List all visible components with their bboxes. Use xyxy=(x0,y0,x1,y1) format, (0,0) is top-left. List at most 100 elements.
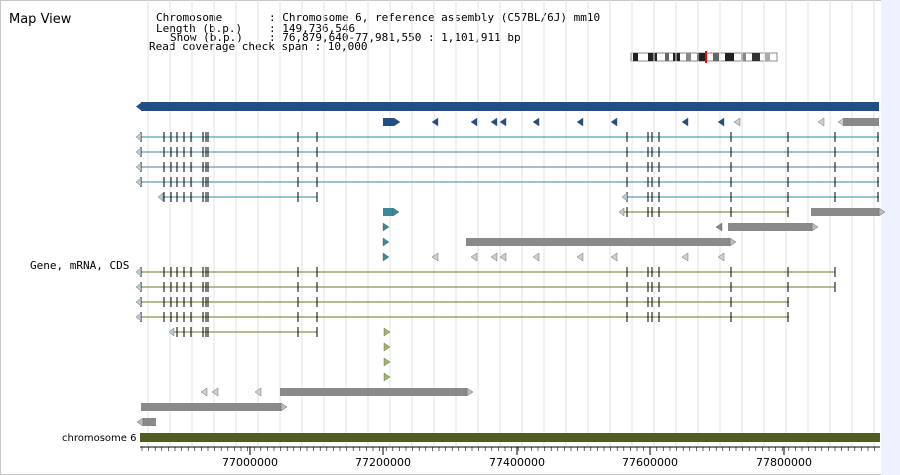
map-view-title: Map View xyxy=(9,12,72,27)
strand-arrow xyxy=(135,162,142,172)
exon-arrow[interactable] xyxy=(499,117,507,127)
gene-span-bar[interactable] xyxy=(141,102,879,111)
axis-tick-label: 77000000 xyxy=(222,456,278,469)
exon-arrow[interactable] xyxy=(576,252,584,262)
show-label: Show (b.p.) xyxy=(170,31,243,44)
gene-span-bar-arrow xyxy=(136,102,142,111)
strand-arrow xyxy=(621,192,628,202)
ideogram-band xyxy=(697,53,705,61)
exon-arrow[interactable] xyxy=(431,117,439,127)
feature-arrow[interactable] xyxy=(715,222,723,232)
exon-arrow[interactable] xyxy=(610,252,618,262)
cds-transcript[interactable] xyxy=(135,282,836,292)
show-value: : 76,879,640-77,981,550 : 1,101,911 bp xyxy=(269,31,521,44)
exon-arrow[interactable] xyxy=(532,117,540,127)
gray-feature-bar[interactable] xyxy=(811,208,879,216)
feature-tracks[interactable] xyxy=(135,102,886,442)
mrna-transcript[interactable] xyxy=(135,177,879,187)
strand-arrow xyxy=(135,297,142,307)
mrna-transcript[interactable] xyxy=(135,147,879,157)
exon-arrow[interactable] xyxy=(490,117,498,127)
exon-arrow[interactable] xyxy=(431,252,439,262)
exon-arrow[interactable] xyxy=(717,117,725,127)
mrna-transcript[interactable] xyxy=(621,192,879,202)
feature-arrow[interactable] xyxy=(136,417,144,427)
mrna-transcript[interactable] xyxy=(157,192,318,202)
length-value: : 149,736,546 xyxy=(269,22,355,35)
gray-feature-bar[interactable] xyxy=(143,418,156,426)
exon-arrow[interactable] xyxy=(681,117,689,127)
exon-block[interactable] xyxy=(383,118,394,126)
feature-arrow[interactable] xyxy=(729,237,737,247)
exon-arrow[interactable] xyxy=(532,252,540,262)
exon-block[interactable] xyxy=(383,208,393,216)
ideogram-band xyxy=(741,53,746,61)
exon-arrow[interactable] xyxy=(392,207,400,217)
gray-feature-bar[interactable] xyxy=(280,388,467,396)
strand-arrow xyxy=(168,327,175,337)
mrna-transcript[interactable] xyxy=(135,162,879,172)
feature-arrow[interactable] xyxy=(211,387,219,397)
length-label: Length (b.p.) xyxy=(156,22,242,35)
chromosome-track-label: chromosome 6 xyxy=(62,433,136,444)
cds-transcript[interactable] xyxy=(135,267,836,277)
ideogram-band xyxy=(648,53,657,61)
cds-arrow[interactable] xyxy=(383,357,391,367)
exon-arrow[interactable] xyxy=(470,117,478,127)
cds-arrow[interactable] xyxy=(383,342,391,352)
gray-feature-bar[interactable] xyxy=(141,403,281,411)
cds-transcript[interactable] xyxy=(618,207,789,217)
cds-arrow[interactable] xyxy=(383,327,391,337)
position-axis: 77000000 77200000 77400000 77600000 77800000 xyxy=(140,446,880,469)
exon-arrow[interactable] xyxy=(681,252,689,262)
exon-arrow[interactable] xyxy=(382,222,390,232)
exon-arrow[interactable] xyxy=(817,117,825,127)
exon-arrow[interactable] xyxy=(382,237,390,247)
strand-arrow xyxy=(135,282,142,292)
ideogram-band xyxy=(752,53,760,61)
feature-arrow[interactable] xyxy=(200,387,208,397)
ideogram-band xyxy=(765,53,770,61)
axis-tick-label: 77600000 xyxy=(622,456,678,469)
strand-arrow xyxy=(135,312,142,322)
strand-arrow xyxy=(135,267,142,277)
exon-arrow[interactable] xyxy=(717,252,725,262)
feature-arrow[interactable] xyxy=(811,222,819,232)
gray-feature-bar[interactable] xyxy=(728,223,812,231)
chromosome-label: Chromosome xyxy=(156,11,222,24)
mrna-transcript[interactable] xyxy=(135,132,879,142)
cds-transcript[interactable] xyxy=(135,312,789,322)
exon-arrow[interactable] xyxy=(499,252,507,262)
exon-arrow[interactable] xyxy=(393,117,401,127)
feature-arrow[interactable] xyxy=(466,387,474,397)
feature-arrow[interactable] xyxy=(280,402,288,412)
ideogram-band xyxy=(713,53,719,61)
chromosome-track-bar[interactable] xyxy=(140,433,880,442)
ideogram-band xyxy=(725,53,734,61)
strand-arrow xyxy=(135,147,142,157)
ideogram-position-marker xyxy=(705,51,707,63)
gray-feature-bar[interactable] xyxy=(843,118,879,126)
cds-transcript[interactable] xyxy=(135,297,789,307)
exon-arrow[interactable] xyxy=(576,117,584,127)
exon-arrow[interactable] xyxy=(382,252,390,262)
exon-arrow[interactable] xyxy=(733,117,741,127)
axis-tick-label: 77400000 xyxy=(489,456,545,469)
feature-arrow[interactable] xyxy=(254,387,262,397)
ideogram-band xyxy=(686,53,691,61)
gray-feature-bar[interactable] xyxy=(466,238,730,246)
chromosome-ideogram[interactable] xyxy=(630,51,778,63)
exon-arrow[interactable] xyxy=(610,117,618,127)
cds-transcript[interactable] xyxy=(168,327,318,337)
ideogram-band xyxy=(665,53,669,61)
ideogram-band xyxy=(633,53,638,61)
strand-arrow xyxy=(157,192,164,202)
feature-arrow[interactable] xyxy=(878,207,886,217)
strand-arrow xyxy=(618,207,625,217)
exon-arrow[interactable] xyxy=(490,252,498,262)
exon-arrow[interactable] xyxy=(470,252,478,262)
cds-arrow[interactable] xyxy=(383,372,391,382)
